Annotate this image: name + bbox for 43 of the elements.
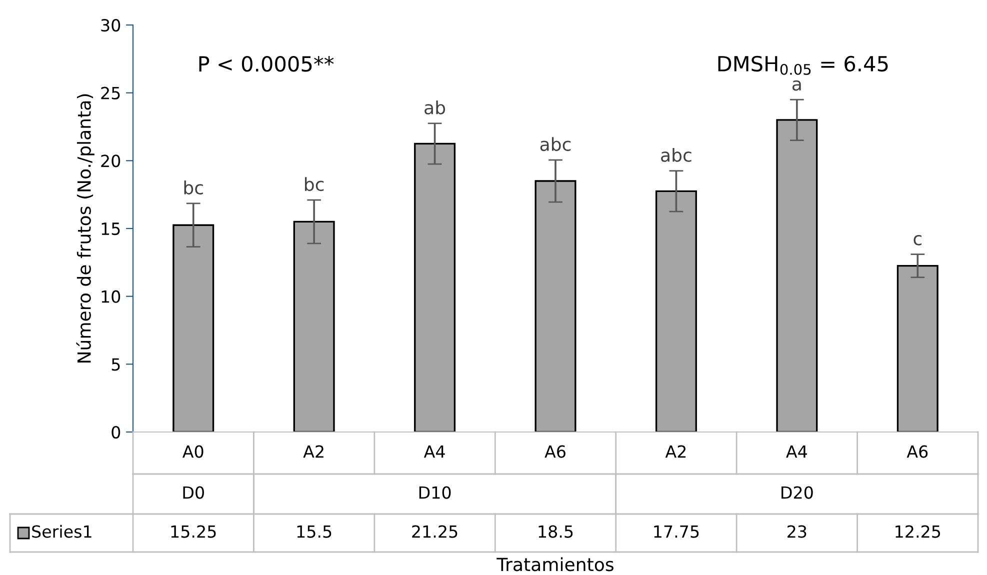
data-label: 21.25 — [412, 525, 458, 538]
legend-label: Series1 — [32, 524, 92, 538]
data-label: 15.5 — [297, 525, 332, 538]
y-tick-label: 0 — [112, 426, 120, 439]
annotation: c — [914, 234, 922, 246]
y-axis-title: Número de frutos (No./planta) — [76, 94, 94, 362]
x-tick-label: A6 — [544, 445, 566, 458]
x-tick-label: A2 — [303, 445, 324, 458]
bar — [655, 190, 697, 432]
annotation: bc — [184, 180, 203, 194]
data-label: 15.25 — [171, 525, 216, 538]
annotation: P < 0.0005** — [199, 56, 334, 72]
data-label: 17.75 — [654, 525, 699, 538]
bar — [293, 220, 335, 432]
data-label: 23 — [788, 525, 806, 538]
x-tick-label: A4 — [424, 445, 445, 458]
bar — [896, 264, 938, 432]
text: D20 — [782, 486, 813, 499]
y-tick-label: 10 — [102, 290, 120, 303]
annotation: ab — [424, 100, 446, 114]
annotation: abc — [540, 137, 571, 152]
y-tick-label: 20 — [101, 154, 120, 168]
data-label: 12.25 — [896, 525, 940, 538]
x-tick-label: A2 — [665, 445, 686, 458]
x-tick-label: A4 — [786, 445, 807, 458]
bar — [776, 119, 818, 432]
text: Tratamientos — [496, 557, 614, 572]
annotation: a — [792, 80, 801, 91]
bar — [414, 142, 456, 432]
bar — [172, 224, 214, 432]
annotation: DMSH$_{0.05}$ = 6.45 — [718, 56, 888, 75]
x-tick-label: A6 — [906, 445, 928, 458]
text: D0 — [183, 486, 204, 499]
annotation: abc — [661, 148, 692, 162]
x-tick-label: A0 — [182, 445, 204, 458]
y-tick-label: 30 — [101, 18, 120, 32]
bar — [534, 180, 576, 432]
y-tick-label: 15 — [102, 222, 120, 236]
y-tick-label: 25 — [101, 86, 120, 100]
annotation: bc — [305, 177, 324, 192]
data-label: 18.5 — [538, 525, 573, 538]
text: D10 — [419, 486, 451, 499]
y-tick-label: 5 — [112, 358, 120, 371]
